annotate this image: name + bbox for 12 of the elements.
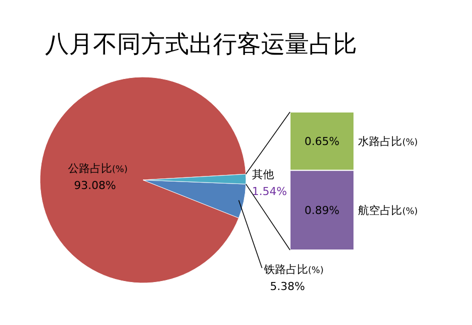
slice-label: 其他 — [252, 168, 274, 181]
data-label: 5.38% — [270, 280, 305, 293]
series-label: 水路占比(%) — [358, 135, 418, 148]
series-label: 航空占比(%) — [358, 204, 418, 218]
data-label: 1.54% — [252, 185, 287, 198]
slice-label: 公路占比(%) — [68, 162, 128, 175]
data-label: 93.08% — [74, 179, 116, 192]
data-label: 0.65% — [304, 135, 340, 148]
pie-slice — [40, 76, 246, 284]
slice-label: 铁路占比(%) — [263, 263, 324, 276]
chart-title: 八月不同方式出行客运量占比 — [45, 30, 357, 58]
data-label: 0.89% — [304, 204, 340, 218]
